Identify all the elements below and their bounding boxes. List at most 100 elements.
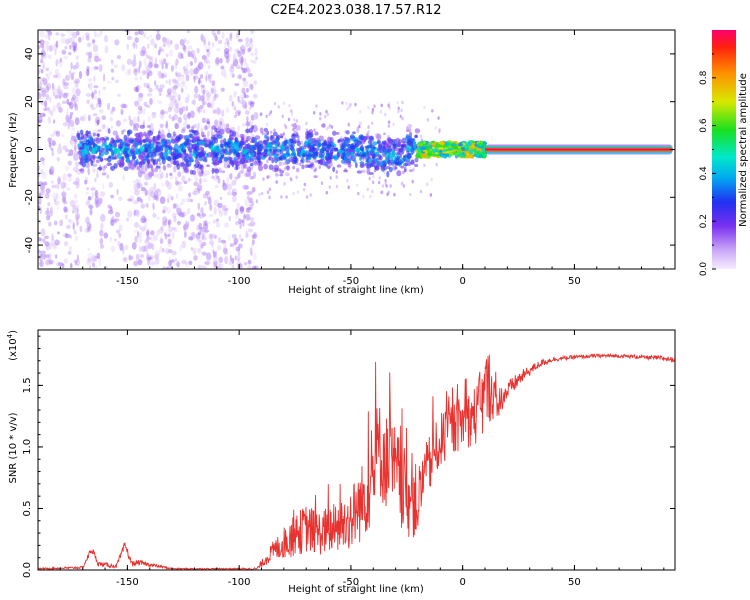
spectrogram-blob: [207, 41, 211, 46]
spectrogram-blob: [306, 132, 310, 139]
spectrogram-blob: [64, 166, 71, 171]
spectrogram-blob: [249, 37, 253, 44]
spectrogram-blob: [236, 50, 241, 54]
spectrogram-blob: [177, 136, 181, 141]
spectrogram-blob: [219, 121, 223, 126]
spectrogram-blob: [189, 198, 194, 203]
spectrogram-blob: [175, 58, 179, 66]
spectrogram-blob: [177, 101, 182, 106]
spectrogram-blob: [97, 129, 102, 132]
spectrogram-blob: [277, 105, 280, 109]
spectrogram-blob: [109, 109, 114, 115]
spectrogram-blob: [226, 39, 230, 48]
spectrogram-blob: [475, 153, 480, 156]
spectrogram-blob: [58, 143, 62, 148]
spectrogram-blob: [171, 78, 177, 83]
spectrogram-blob: [100, 190, 106, 197]
spectrogram-blob: [166, 123, 169, 131]
spectrogram-blob: [101, 172, 107, 176]
spectrogram-blob: [46, 106, 50, 112]
spectrogram-blob: [74, 212, 81, 220]
spectrogram-blob: [213, 168, 220, 174]
spectrogram-blob: [211, 30, 216, 36]
spectrogram-blob: [147, 70, 153, 77]
spectrogram-blob: [199, 107, 203, 113]
spectrogram-blob: [41, 61, 46, 68]
spectrogram-blob: [147, 115, 151, 122]
spectrogram-blob: [51, 235, 54, 240]
spectrogram-blob: [448, 152, 454, 155]
spectrogram-blob: [123, 147, 128, 154]
spectrogram-blob: [308, 148, 314, 153]
spectrogram-blob: [248, 83, 252, 90]
spectrogram-blob: [91, 138, 96, 144]
spectrogram-blob: [346, 107, 349, 111]
spectrogram-blob: [283, 162, 289, 166]
spectrogram-blob: [193, 75, 196, 83]
spectrogram-blob: [222, 247, 228, 255]
spectrogram-blob: [196, 142, 200, 148]
spectrogram-blob: [279, 135, 284, 139]
spectrogram-blob: [251, 201, 255, 206]
spectrogram-blob: [38, 197, 42, 205]
spectrogram-blob: [144, 164, 148, 172]
spectrogram-blob: [237, 112, 241, 116]
spectrogram-blob: [273, 101, 277, 106]
spectrogram-blob: [230, 183, 234, 188]
spectrogram-blob: [206, 92, 211, 99]
spectrogram-blob: [190, 246, 193, 251]
spectrogram-blob: [224, 127, 228, 132]
spectrogram-blob: [86, 198, 90, 203]
spectrogram-blob: [160, 171, 164, 179]
spectrogram-blob: [296, 190, 300, 194]
spectrogram-blob: [236, 152, 241, 158]
spectrogram-blob: [251, 186, 256, 193]
spectrogram-blob: [356, 126, 360, 134]
spectrogram-blob: [174, 99, 178, 108]
spectrogram-blob: [295, 124, 301, 131]
spectrogram-blob: [207, 73, 211, 79]
spectrogram-blob: [350, 151, 354, 157]
spectrogram-blob: [203, 220, 208, 227]
spectrogram-blob: [51, 180, 54, 184]
spectrogram-blob: [374, 132, 379, 138]
spectrogram-blob: [57, 176, 61, 185]
spectrogram-blob: [193, 181, 198, 186]
spectrogram-blob: [378, 176, 381, 180]
spectrogram-blob: [223, 208, 228, 216]
spectrogram-blob: [240, 56, 244, 63]
spectrogram-blob: [185, 39, 190, 45]
spectrogram-blob: [437, 147, 444, 150]
spectrogram-blob: [244, 132, 247, 139]
spectrogram-blob: [137, 170, 143, 178]
spectrogram-blob: [263, 132, 268, 136]
spectrogram-blob: [90, 154, 96, 159]
spectrogram-blob: [348, 105, 351, 109]
spectrogram-blob: [95, 137, 101, 144]
spectrogram-blob: [76, 30, 80, 36]
spectrogram-blob: [74, 260, 78, 266]
spectrogram-blob: [73, 166, 79, 173]
spectrogram-blob: [461, 146, 466, 152]
spectrogram-blob: [225, 157, 229, 161]
spectrogram-blob: [181, 127, 187, 132]
spectrogram-blob: [450, 143, 458, 147]
spectrogram-blob: [134, 100, 140, 107]
spectrogram-blob: [123, 257, 127, 261]
colorbar-tick-label: 0.4: [699, 166, 709, 181]
spectrogram-blob: [213, 157, 219, 164]
spectrogram-blob: [346, 152, 350, 157]
spectrogram-blob: [290, 112, 294, 116]
spectrogram-blob: [197, 171, 202, 177]
spectrogram-blob: [167, 197, 170, 204]
spectrogram-blob: [156, 216, 160, 220]
spectrogram-blob: [126, 129, 133, 135]
spectrogram-blob: [158, 46, 162, 52]
spectrogram-blob: [185, 138, 189, 144]
spectrogram-blob: [431, 146, 436, 149]
spectrogram-blob: [183, 222, 189, 231]
snr-x-axis-label: Height of straight line (km): [288, 584, 424, 595]
spectrogram-blob: [423, 105, 426, 110]
spectrogram-blob: [172, 79, 178, 85]
spectrogram-blob: [138, 154, 142, 160]
